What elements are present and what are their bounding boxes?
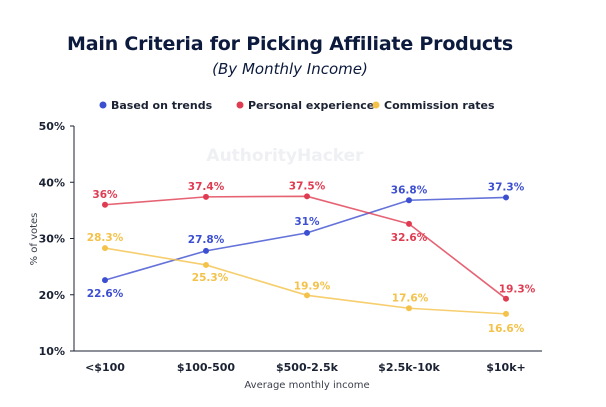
watermark-text: AuthorityHacker: [206, 146, 364, 166]
y-tick-label: 10%: [39, 345, 65, 358]
data-point: [503, 310, 509, 317]
data-label: 37.4%: [188, 181, 225, 193]
data-point: [102, 277, 108, 284]
data-label: 16.6%: [488, 323, 525, 335]
legend-label: Commission rates: [384, 99, 495, 112]
data-point: [304, 292, 310, 299]
x-axis-title: Average monthly income: [244, 380, 369, 391]
data-point: [102, 245, 108, 252]
x-tick-label: <$100: [85, 361, 125, 374]
data-point: [102, 201, 108, 208]
chart-title: Main Criteria for Picking Affiliate Prod…: [67, 33, 513, 55]
data-label: 28.3%: [87, 232, 124, 244]
x-tick-label: $2.5k-10k: [378, 361, 440, 374]
data-point: [503, 194, 509, 201]
data-label: 32.6%: [391, 232, 428, 244]
data-label: 31%: [294, 216, 320, 228]
chart-subtitle: (By Monthly Income): [212, 60, 368, 78]
data-label: 36.8%: [391, 184, 428, 196]
data-label: 22.6%: [87, 288, 124, 300]
x-tick-label: $500-2.5k: [276, 361, 339, 374]
data-point: [406, 305, 412, 312]
x-tick-label: $10k+: [486, 361, 526, 374]
y-tick-label: 50%: [39, 120, 65, 133]
legend-label: Personal experience: [248, 99, 374, 112]
data-point: [304, 229, 310, 236]
data-point: [203, 193, 209, 200]
data-point: [406, 197, 412, 204]
legend-marker: [236, 101, 244, 109]
data-label: 37.5%: [289, 180, 326, 192]
data-point: [203, 261, 209, 268]
data-point: [406, 220, 412, 227]
data-label: 17.6%: [392, 292, 429, 304]
data-label: 36%: [92, 189, 118, 201]
series-line: [104, 196, 507, 281]
x-tick-label: $100-500: [177, 361, 235, 374]
data-label: 19.3%: [499, 284, 536, 296]
y-tick-label: 30%: [39, 233, 65, 246]
data-label: 37.3%: [488, 181, 525, 193]
data-label: 27.8%: [188, 234, 225, 246]
y-tick-label: 20%: [39, 289, 65, 302]
data-point: [503, 295, 509, 302]
y-tick-label: 40%: [39, 176, 65, 189]
data-label: 25.3%: [192, 272, 229, 284]
data-label: 19.9%: [294, 280, 331, 292]
data-point: [304, 193, 310, 200]
y-axis-title: % of votes: [29, 213, 40, 266]
legend-label: Based on trends: [111, 99, 213, 112]
legend-marker: [372, 101, 380, 109]
legend-marker: [99, 101, 107, 109]
data-point: [203, 247, 209, 254]
